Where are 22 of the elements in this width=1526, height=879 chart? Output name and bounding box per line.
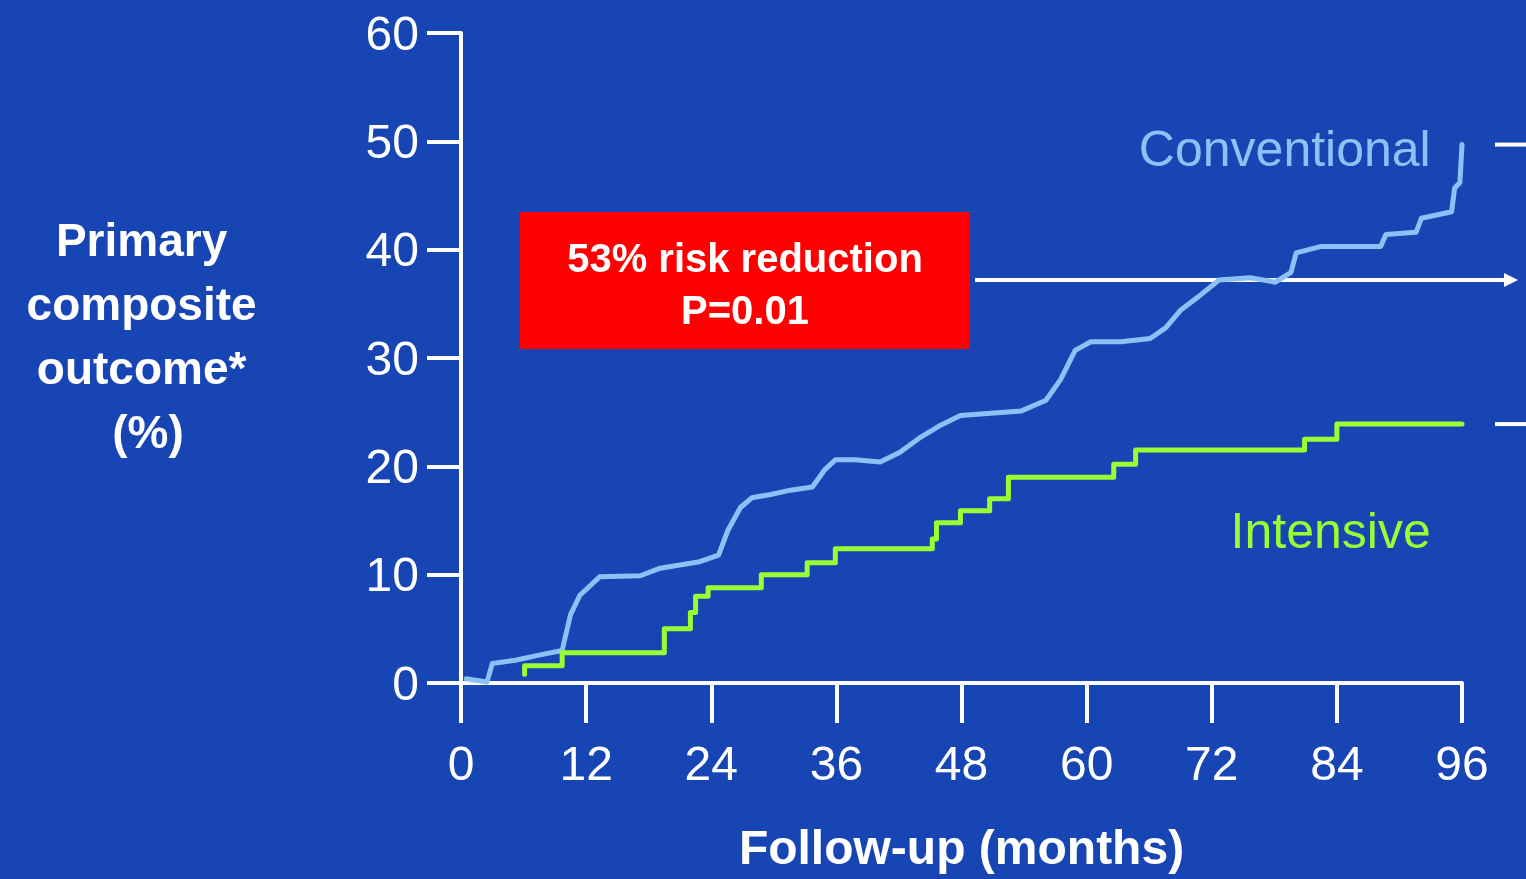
x-axis-title: Follow-up (months) xyxy=(738,820,1185,874)
y-tick-label: 0 xyxy=(392,656,419,710)
x-tick-label: 48 xyxy=(934,736,989,790)
series-label: Intensive xyxy=(1230,503,1431,560)
y-tick-label: 20 xyxy=(365,439,419,493)
series-label: Conventional xyxy=(1138,120,1431,177)
y-tick-label: 60 xyxy=(365,6,419,60)
y-axis-title: Primary composite outcome* (%) xyxy=(26,214,270,458)
x-tick-label: 36 xyxy=(809,736,864,790)
annotation: 53% risk reduction xyxy=(567,236,923,280)
annotation: P=0.01 xyxy=(681,288,809,332)
x-tick-label: 84 xyxy=(1310,736,1364,790)
y-tick-label: 40 xyxy=(365,223,419,277)
x-tick-label: 0 xyxy=(447,736,475,790)
y-tick-label: 50 xyxy=(365,114,419,168)
y-tick-label: 30 xyxy=(365,331,419,385)
x-tick-label: 72 xyxy=(1185,736,1239,790)
x-tick-label: 12 xyxy=(559,736,613,790)
y-tick-label: 10 xyxy=(365,548,419,602)
x-tick-label: 96 xyxy=(1435,736,1489,790)
x-tick-label: 24 xyxy=(684,736,738,790)
x-tick-label: 60 xyxy=(1059,736,1114,790)
